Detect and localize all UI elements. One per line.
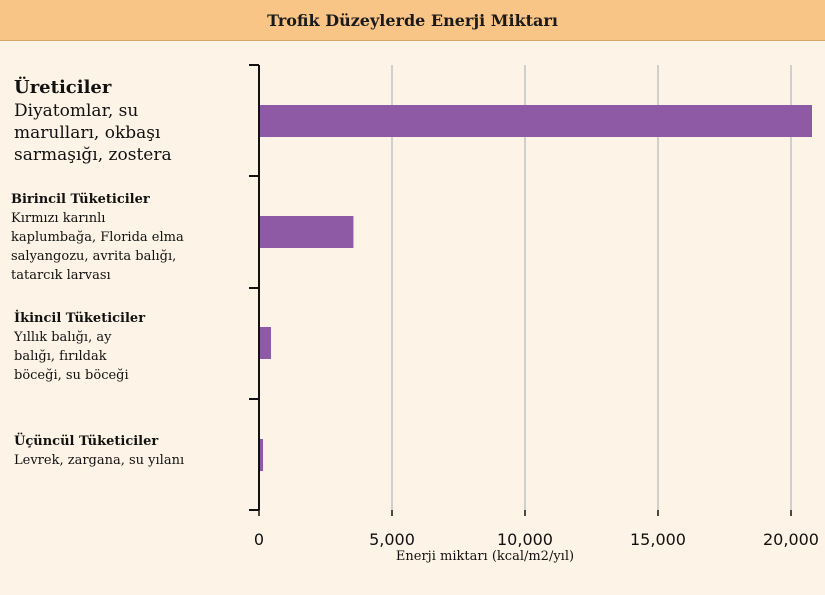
x-axis-title: Enerji miktarı (kcal/m2/yıl): [396, 549, 574, 564]
category-description: Yıllık balığı, ay balığı, fırıldak böceğ…: [14, 330, 129, 383]
category-description: Kırmızı karınlı kaplumbağa, Florida elma…: [11, 211, 184, 283]
bar: [260, 216, 354, 248]
category-name: Üçüncül Tüketiciler: [14, 434, 159, 449]
category-label-secondary-consumers: İkincil Tüketiciler Yıllık balığı, ay ba…: [14, 310, 164, 385]
x-tick-label: 15,000: [630, 530, 686, 549]
category-name: Üreticiler: [14, 77, 112, 98]
x-tick-label: 10,000: [497, 530, 553, 549]
chart-title: Trofik Düzeylerde Enerji Miktarı: [267, 10, 558, 30]
category-label-producers: Üreticiler Diyatomlar, su marulları, okb…: [14, 76, 214, 166]
chart-header: Trofik Düzeylerde Enerji Miktarı: [0, 0, 825, 41]
bar: [260, 105, 812, 137]
x-tick-label: 0: [254, 530, 264, 549]
bar: [260, 439, 263, 471]
category-description: Levrek, zargana, su yılanı: [14, 453, 185, 468]
x-tick-label: 20,000: [763, 530, 819, 549]
category-description: Diyatomlar, su marulları, okbaşı sarmaşı…: [14, 101, 172, 165]
bar: [260, 327, 271, 359]
category-label-tertiary-consumers: Üçüncül Tüketiciler Levrek, zargana, su …: [14, 433, 214, 470]
category-label-primary-consumers: Birincil Tüketiciler Kırmızı karınlı kap…: [11, 191, 196, 285]
category-name: İkincil Tüketiciler: [14, 311, 146, 326]
x-tick-label: 5,000: [369, 530, 415, 549]
category-name: Birincil Tüketiciler: [11, 192, 150, 207]
